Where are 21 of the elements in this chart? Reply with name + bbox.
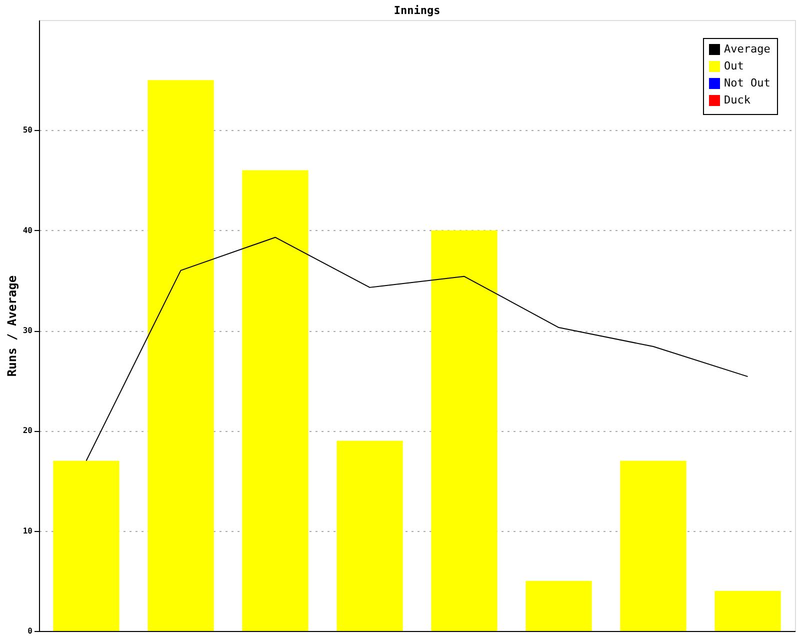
- bar: [620, 460, 686, 631]
- y-tick-label: 40: [22, 226, 33, 235]
- chart-title: Innings: [394, 4, 440, 17]
- legend-label: Not Out: [724, 76, 770, 90]
- y-tick-label: 0: [28, 626, 33, 636]
- legend-label: Out: [724, 60, 744, 72]
- bar: [526, 580, 592, 631]
- bar: [431, 230, 498, 631]
- legend-label: Average: [724, 42, 770, 56]
- bar: [148, 80, 214, 631]
- y-axis-title: Runs / Average: [4, 275, 19, 377]
- bar: [714, 590, 781, 631]
- y-tick-label: 10: [22, 526, 33, 536]
- bar: [53, 460, 120, 631]
- bar: [242, 170, 308, 631]
- legend-label: Duck: [724, 94, 751, 106]
- y-tick-label: 30: [22, 326, 33, 336]
- line-series: [86, 236, 748, 462]
- y-tick-label: 50: [22, 126, 33, 135]
- bar: [336, 440, 403, 631]
- y-tick-label: 20: [22, 426, 33, 436]
